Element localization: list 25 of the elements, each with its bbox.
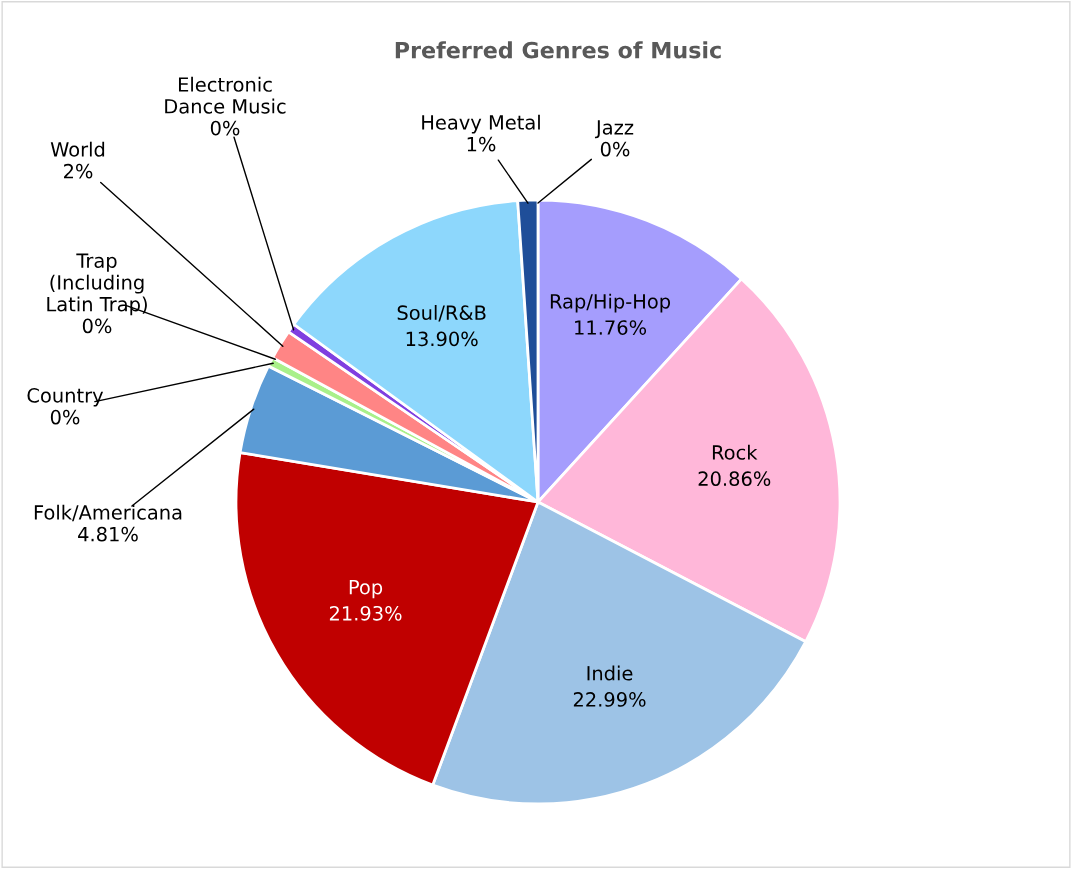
slice-label: Country [27,388,104,407]
text: 0% [82,318,112,334]
data-label: 0% [210,120,240,136]
slice-label: Heavy Metal [422,114,540,134]
slice-label: Rock [712,444,758,460]
data-label: 21.93% [329,605,402,621]
data-label: 2% [64,163,93,179]
slice-label: Pop [349,580,383,599]
chart-title: Preferred Genres of Music [395,41,721,59]
slice-label: Folk/Americana [34,504,182,522]
category-label: Trap (Including Latin Trap) [47,253,147,316]
category-label: Jazz [594,120,634,139]
slice-label: Soul/R&B [397,304,486,322]
text: 0% [600,141,630,157]
slice-label: World [50,141,105,157]
data-label: 11.76% [575,320,647,335]
slice-label: Indie [587,665,633,681]
data-label: 22.99% [573,692,646,707]
data-label: 0% [50,409,80,425]
data-label: 13.90% [406,331,478,347]
data-label: 20.86% [698,471,771,487]
data-label: 1% [467,136,496,152]
data-label: 4.81% [78,526,138,542]
slice-label: Rap/Hip-Hop [550,293,671,313]
slice-label: Electronic Dance Music [165,76,286,114]
